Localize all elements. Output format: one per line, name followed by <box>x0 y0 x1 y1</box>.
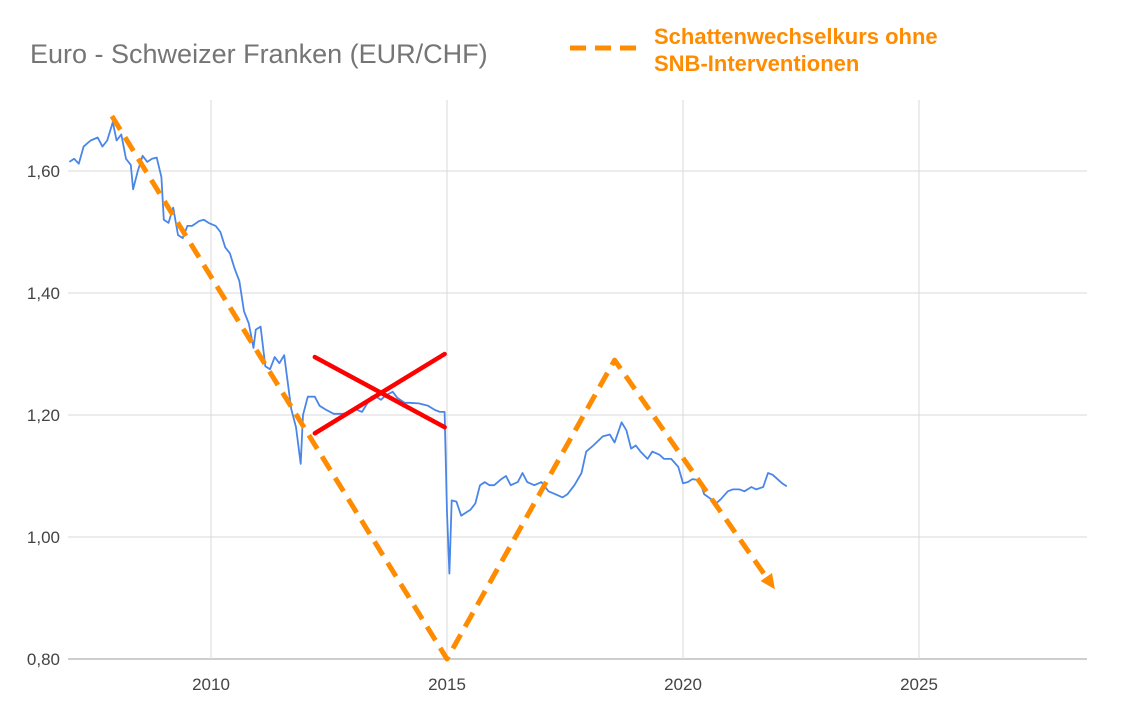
grid-lines <box>68 100 1087 660</box>
y-tick-label: 1,20 <box>27 406 60 425</box>
y-tick-label: 0,80 <box>27 650 60 669</box>
series-lines <box>68 114 788 662</box>
series-line-shadow-rate <box>109 114 773 662</box>
y-tick-label: 1,40 <box>27 284 60 303</box>
legend-label-line2: SNB-Interventionen <box>654 51 859 76</box>
series-line-eur-chf <box>68 121 788 575</box>
shadow-rate-arrowhead <box>760 573 775 590</box>
annotation-layer <box>312 351 447 436</box>
legend-label-line1: Schattenwechselkurs ohne <box>654 24 938 49</box>
y-tick-label: 1,00 <box>27 528 60 547</box>
x-tick-label: 2010 <box>192 675 230 694</box>
y-tick-label: 1,60 <box>27 162 60 181</box>
legend: Schattenwechselkurs ohne SNB-Interventio… <box>570 24 938 76</box>
axis-labels: 0,80 1,00 1,20 1,40 1,60 2010 2015 2020 2025 <box>27 162 938 694</box>
x-tick-label: 2025 <box>900 675 938 694</box>
chart-title: Euro - Schweizer Franken (EUR/CHF) <box>30 39 488 69</box>
cross-mark-stroke <box>312 351 447 436</box>
x-tick-label: 2020 <box>664 675 702 694</box>
x-tick-label: 2015 <box>428 675 466 694</box>
